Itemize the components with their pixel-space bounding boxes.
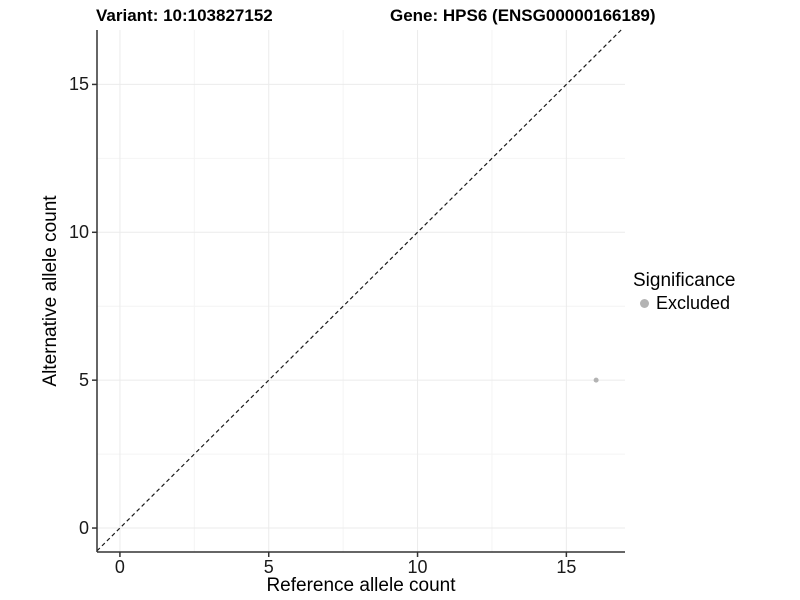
x-tick-label: 0: [114, 557, 125, 577]
identity-dashed-line: [96, 29, 622, 552]
x-tick-label: 5: [263, 557, 274, 577]
y-tick-label: 0: [78, 518, 89, 539]
excluded-point-icon: [640, 298, 649, 308]
y-tick-label: 10: [68, 222, 89, 243]
variant-title: Variant: 10:103827152: [96, 6, 273, 25]
y-tick-label: 5: [78, 370, 89, 391]
x-tick-label: 10: [407, 557, 428, 577]
legend-title: Significance: [633, 270, 736, 291]
x-axis-title: Reference allele count: [266, 575, 456, 596]
legend-item-label: Excluded: [656, 293, 731, 313]
data-point: [593, 377, 599, 383]
legend-item-excluded: Excluded: [633, 293, 735, 313]
legend: Significance Excluded: [633, 270, 735, 313]
y-tick-label: 15: [68, 74, 89, 95]
gene-title: Gene: HPS6 (ENSG00000166189): [390, 6, 656, 25]
x-tick-label: 15: [556, 557, 577, 577]
